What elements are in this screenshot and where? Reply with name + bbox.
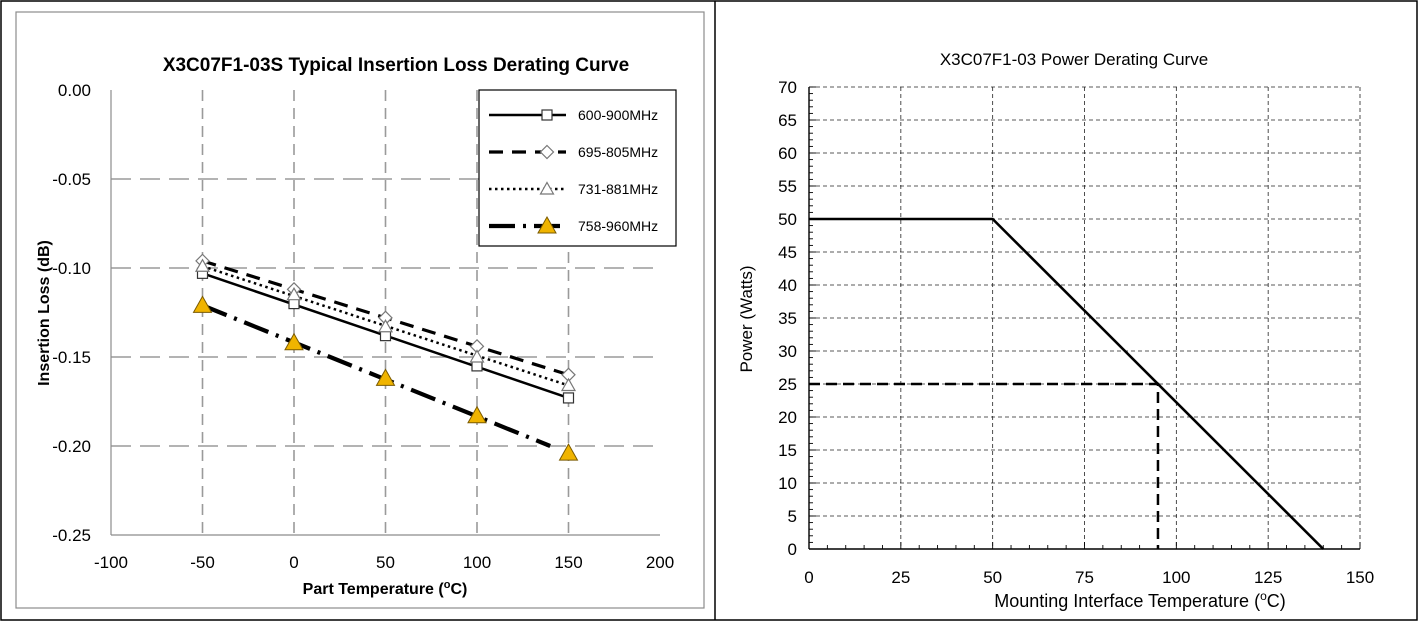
x-tick-label: 100 xyxy=(463,553,491,572)
power-derating-axes: 0 5 10 15 20 25 30 35 40 45 50 55 60 65 70 0 25 50 75 100 12… xyxy=(778,78,1374,587)
power-derating-x-axis-label: Mounting Interface Temperature (oC) xyxy=(994,589,1286,611)
data-point-2 xyxy=(560,377,577,392)
insertion-loss-x-label-end: C) xyxy=(450,581,467,598)
y-tick-label: -0.05 xyxy=(52,170,91,189)
y-tick-label: -0.25 xyxy=(52,526,91,545)
legend-label-3: 758-960MHz xyxy=(578,218,658,234)
x-tick-label: 150 xyxy=(1346,568,1374,587)
y-tick-label: 0.00 xyxy=(58,81,91,100)
y-tick-label: 10 xyxy=(778,474,797,493)
y-tick-label: 45 xyxy=(778,243,797,262)
power-derating-chart: X3C07F1-03 Power Derating Curve 0 5 10 15 20… xyxy=(737,50,1374,611)
insertion-loss-x-axis-label: Part Temperature (oC) xyxy=(303,579,468,598)
x-tick-label: -50 xyxy=(190,553,215,572)
y-tick-label: -0.15 xyxy=(52,348,91,367)
y-tick-label: 40 xyxy=(778,276,797,295)
power-derating-x-label-end: C) xyxy=(1267,591,1286,611)
insertion-loss-x-label-main: Part Temperature ( xyxy=(303,581,445,598)
data-point-3 xyxy=(192,295,213,313)
legend-marker-3 xyxy=(537,215,557,234)
y-tick-label: 60 xyxy=(778,144,797,163)
legend-marker-2 xyxy=(539,181,555,195)
x-tick-label: 150 xyxy=(554,553,582,572)
x-tick-label: 200 xyxy=(646,553,674,572)
insertion-loss-chart-title: X3C07F1-03S Typical Insertion Loss Derat… xyxy=(163,55,629,76)
power-derating-x-label-sup: o xyxy=(1260,589,1267,603)
y-tick-label: 55 xyxy=(778,177,797,196)
power-derating-grid xyxy=(809,86,1361,549)
y-tick-label: 15 xyxy=(778,441,797,460)
data-point-2 xyxy=(194,258,211,272)
data-point-3 xyxy=(284,332,304,351)
insertion-loss-axes: -100 -50 0 50 100 150 200 0.00 -0.05 -0.10 -0.15 -0… xyxy=(52,81,674,572)
x-tick-label: 25 xyxy=(891,568,910,587)
data-point-3 xyxy=(467,405,487,424)
power-derating-series xyxy=(809,217,1325,550)
data-point-2 xyxy=(469,349,485,363)
series-line-3 xyxy=(201,303,551,448)
legend-label-1: 695-805MHz xyxy=(578,144,658,160)
insertion-loss-chart: X3C07F1-03S Typical Insertion Loss Derat… xyxy=(15,11,705,609)
y-tick-label: 5 xyxy=(788,507,797,526)
y-tick-label: 50 xyxy=(778,210,797,229)
x-tick-label: 0 xyxy=(289,553,298,572)
y-tick-label: -0.20 xyxy=(52,437,91,456)
x-tick-label: -100 xyxy=(94,553,128,572)
data-point-3 xyxy=(558,443,579,461)
x-tick-label: 100 xyxy=(1162,568,1190,587)
y-tick-label: 30 xyxy=(778,342,797,361)
derating-curve-0 xyxy=(809,217,1325,550)
insertion-loss-series xyxy=(192,253,579,461)
power-derating-y-axis-label: Power (Watts) xyxy=(737,265,756,372)
y-tick-label: 25 xyxy=(778,375,797,394)
legend-label-2: 731-881MHz xyxy=(578,181,658,197)
x-tick-label: 0 xyxy=(804,568,813,587)
x-tick-label: 50 xyxy=(983,568,1002,587)
power-derating-x-label-main: Mounting Interface Temperature ( xyxy=(994,591,1260,611)
data-point-3 xyxy=(375,368,396,386)
legend-marker-1 xyxy=(539,144,555,160)
data-point-2 xyxy=(377,319,394,333)
insertion-loss-y-axis-label: Insertion Loss (dB) xyxy=(36,240,53,386)
y-tick-label: 35 xyxy=(778,309,797,328)
insertion-loss-x-label-sup: o xyxy=(444,579,451,591)
insertion-loss-legend: 600-900MHz 695-805MHz 731-881MHz 758-960MHz xyxy=(478,89,677,247)
y-tick-label: -0.10 xyxy=(52,259,91,278)
x-tick-label: 75 xyxy=(1075,568,1094,587)
y-tick-label: 20 xyxy=(778,408,797,427)
x-tick-label: 50 xyxy=(376,553,395,572)
power-derating-chart-title: X3C07F1-03 Power Derating Curve xyxy=(940,50,1208,69)
data-point-0 xyxy=(562,392,575,404)
y-tick-label: 70 xyxy=(778,78,797,97)
legend-label-0: 600-900MHz xyxy=(578,107,658,123)
legend-marker-0 xyxy=(541,109,553,121)
y-tick-label: 65 xyxy=(778,111,797,130)
data-point-2 xyxy=(286,286,302,301)
y-tick-label: 0 xyxy=(788,540,797,559)
x-tick-label: 125 xyxy=(1254,568,1282,587)
